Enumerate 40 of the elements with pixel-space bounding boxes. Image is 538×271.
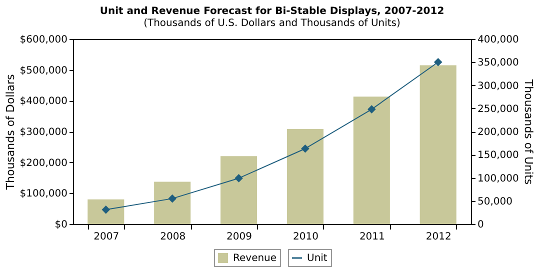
x-tick-label: 2011 xyxy=(359,232,385,242)
y2-tick-label: 150,000 xyxy=(478,150,519,162)
bar xyxy=(154,182,191,224)
x-tick-label: 2008 xyxy=(160,232,186,242)
y-tick-label: $500,000 xyxy=(20,65,68,76)
chart-subtitle: (Thousands of U.S. Dollars and Thousands of Units) xyxy=(144,18,401,29)
y2-tick-label: 200,000 xyxy=(478,127,519,138)
y2-tick-label: 50,000 xyxy=(478,196,512,208)
legend-label: Revenue xyxy=(233,253,277,264)
point xyxy=(168,194,176,202)
y-axis-title: Thousands of Dollars xyxy=(4,74,17,191)
y2-tick-label: 100,000 xyxy=(478,173,519,184)
y-tick-label: $400,000 xyxy=(20,96,68,108)
y2-tick-label: 300,000 xyxy=(478,80,519,92)
x-tick-label: 2012 xyxy=(426,232,452,242)
y-tick-label: $0 xyxy=(54,220,68,230)
point xyxy=(301,144,309,152)
bar xyxy=(88,199,124,224)
bar xyxy=(420,65,456,224)
y2-tick-label: 400,000 xyxy=(478,34,519,46)
y-tick-label: $100,000 xyxy=(20,188,68,200)
chart-title: Unit and Revenue Forecast for Bi-Stable Displays, 2007-2012 xyxy=(100,6,444,17)
y-tick-label: $200,000 xyxy=(20,158,68,169)
legend-label: Unit xyxy=(307,253,328,264)
bar xyxy=(353,96,390,224)
y2-tick-label: 0 xyxy=(478,220,484,230)
x-tick-label: 2009 xyxy=(226,232,252,242)
y2-axis-title: Thousands of Units xyxy=(522,78,535,185)
point xyxy=(368,106,376,114)
y-tick-label: $600,000 xyxy=(20,34,68,46)
point xyxy=(102,206,110,214)
x-tick-label: 2010 xyxy=(292,232,318,242)
y-tick-label: $300,000 xyxy=(20,127,68,138)
bar xyxy=(286,129,324,224)
point xyxy=(434,58,442,66)
bar xyxy=(220,156,258,224)
point xyxy=(235,174,243,182)
x-tick-label: 2007 xyxy=(94,232,120,242)
y2-tick-label: 250,000 xyxy=(478,104,519,115)
y2-tick-label: 350,000 xyxy=(478,58,519,69)
